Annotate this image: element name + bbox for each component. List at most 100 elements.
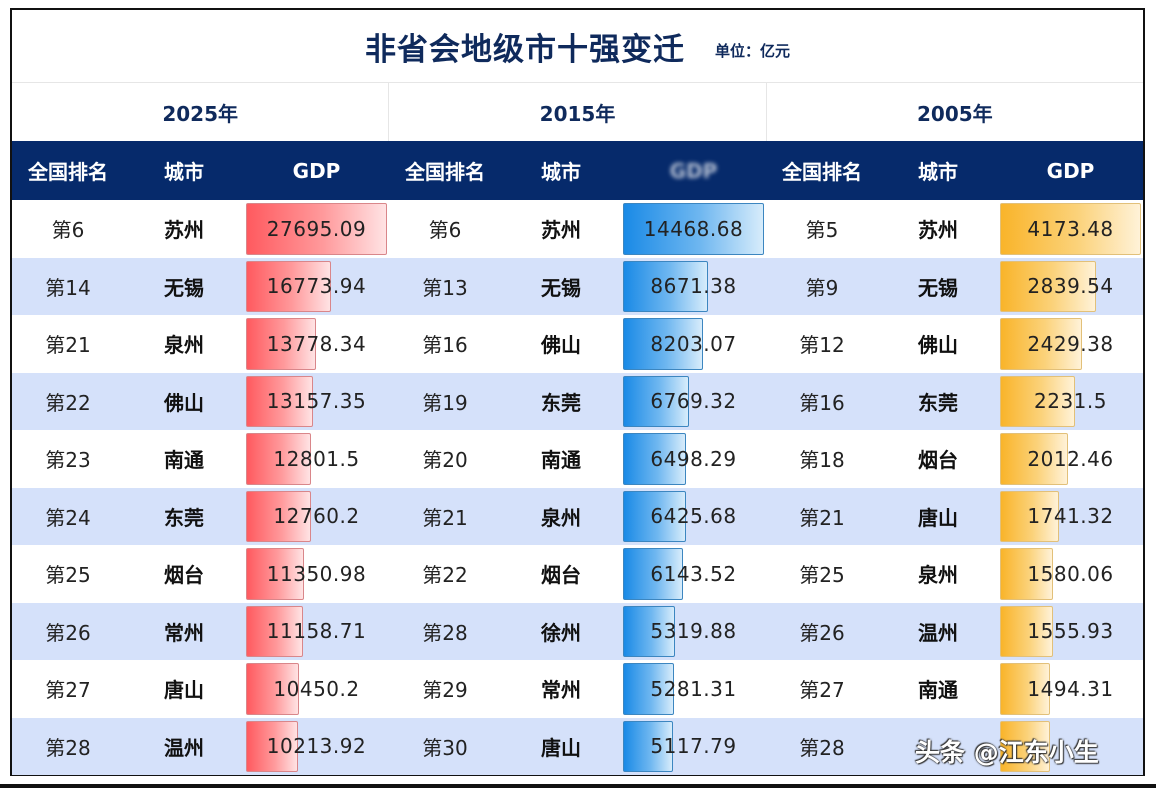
rank-cell: 第26 [799,620,845,645]
city-cell: 常州 [541,678,581,703]
gdp-value: 2012.46 [1027,446,1114,471]
header-city: 城市 [541,160,581,184]
gdp-bar [1000,433,1068,485]
gdp-value: 11158.71 [266,619,367,644]
header-group-2015: 全国排名 城市 GDP [389,141,766,200]
gdp-cell: 2839.54 [998,258,1143,316]
gdp-cell: 6425.68 [621,488,766,546]
gdp-value: 5319.88 [650,619,737,644]
city-cell: 南通 [541,448,581,473]
row-group-2025年: 第23 南通 12801.5 [12,430,389,488]
gdp-bar [623,433,687,485]
city-cell: 烟台 [541,563,581,588]
row-group-2015年: 第6 苏州 14468.68 [389,200,766,258]
rank-cell: 第28 [799,735,845,760]
rank-cell: 第12 [799,333,845,358]
gdp-value: 1741.32 [1027,504,1114,529]
city-cell: 唐山 [164,678,204,703]
year-2025-header: 2025年 [12,83,390,141]
row-group-2015年: 第13 无锡 8671.38 [389,258,766,316]
unit-label: 单位：亿元 [714,41,790,60]
table-row: 第21 泉州 13778.34 第16 佛山 8203.07 第12 佛山 2429.38 [12,315,1143,373]
rank-cell: 第16 [422,333,468,358]
gdp-bar [623,548,683,600]
city-cell: 佛山 [541,333,581,358]
row-group-2025年: 第6 苏州 27695.09 [12,200,389,258]
gdp-bar [1000,203,1141,255]
header-rank: 全国排名 [782,160,862,184]
gdp-cell: 6498.29 [621,430,766,488]
rank-cell: 第14 [45,275,91,300]
city-cell: 温州 [164,735,204,760]
city-cell: 唐山 [541,735,581,760]
rank-cell: 第5 [805,218,839,243]
rank-cell: 第26 [45,620,91,645]
rank-cell: 第25 [799,563,845,588]
rank-cell: 第30 [422,735,468,760]
row-group-2015年: 第29 常州 5281.31 [389,660,766,718]
gdp-value: 13157.35 [266,389,367,414]
gdp-value: 6769.32 [650,389,737,414]
gdp-value: 1494.31 [1027,676,1114,701]
gdp-bar [246,375,313,427]
gdp-cell: 1580.06 [998,545,1143,603]
gdp-cell: 12760.2 [244,488,389,546]
row-group-2015年: 第19 东莞 6769.32 [389,373,766,431]
row-group-2025年: 第22 佛山 13157.35 [12,373,389,431]
row-group-2015年: 第20 南通 6498.29 [389,430,766,488]
city-cell: 佛山 [164,390,204,415]
row-group-2015年: 第16 佛山 8203.07 [389,315,766,373]
gdp-value: 6143.52 [650,561,737,586]
city-cell: 南通 [164,448,204,473]
table-row: 第28 温州 10213.92 第30 唐山 5117.79 第28 [12,717,1143,776]
rank-cell: 第16 [799,390,845,415]
gdp-value: 2839.54 [1027,274,1114,299]
header-city: 城市 [164,160,204,184]
rank-cell: 第25 [45,563,91,588]
header-gdp: GDP [1046,158,1095,183]
city-cell: 常州 [164,620,204,645]
header-gdp-obscured: GDP [669,158,718,183]
year-2015-header: 2015年 [389,83,767,141]
row-group-2015年: 第30 唐山 5117.79 [389,718,766,776]
gdp-cell: 2429.38 [998,315,1143,373]
gdp-cell: 16773.94 [244,258,389,316]
gdp-cell: 13778.34 [244,315,389,373]
rank-cell: 第28 [422,620,468,645]
gdp-value: 5117.79 [650,734,737,759]
city-cell: 苏州 [541,218,581,243]
gdp-bar [623,318,703,370]
gdp-cell: 12801.5 [244,430,389,488]
rank-cell: 第19 [422,390,468,415]
gdp-value: 1580.06 [1027,561,1114,586]
gdp-cell: 13157.35 [244,373,389,431]
rank-cell: 第22 [45,390,91,415]
table-row: 第24 东莞 12760.2 第21 泉州 6425.68 第21 唐山 1741.32 [12,487,1143,546]
city-cell: 佛山 [918,333,958,358]
gdp-bar [246,490,311,542]
gdp-value: 5281.31 [650,676,737,701]
rank-cell: 第23 [45,448,91,473]
rank-cell: 第28 [45,735,91,760]
rank-cell: 第22 [422,563,468,588]
gdp-value: 8203.07 [650,331,737,356]
row-group-2025年: 第26 常州 11158.71 [12,603,389,661]
gdp-cell: 1494.31 [998,660,1143,718]
gdp-bar [1000,318,1083,370]
header-group-2005: 全国排名 城市 GDP [766,141,1143,200]
gdp-value: 16773.94 [266,274,367,299]
row-group-2005年: 第16 东莞 2231.5 [766,373,1143,431]
gdp-cell: 10450.2 [244,660,389,718]
rank-cell: 第21 [799,505,845,530]
row-group-2005年: 第9 无锡 2839.54 [766,258,1143,316]
gdp-cell: 6143.52 [621,545,766,603]
city-cell: 苏州 [918,218,958,243]
gdp-value: 27695.09 [266,216,367,241]
rank-cell: 第21 [45,333,91,358]
gdp-cell: 11158.71 [244,603,389,661]
table-row: 第23 南通 12801.5 第20 南通 6498.29 第18 烟台 2012.46 [12,430,1143,488]
city-cell: 南通 [918,678,958,703]
city-cell: 无锡 [918,275,958,300]
gdp-bar [246,260,332,312]
city-cell: 泉州 [918,563,958,588]
